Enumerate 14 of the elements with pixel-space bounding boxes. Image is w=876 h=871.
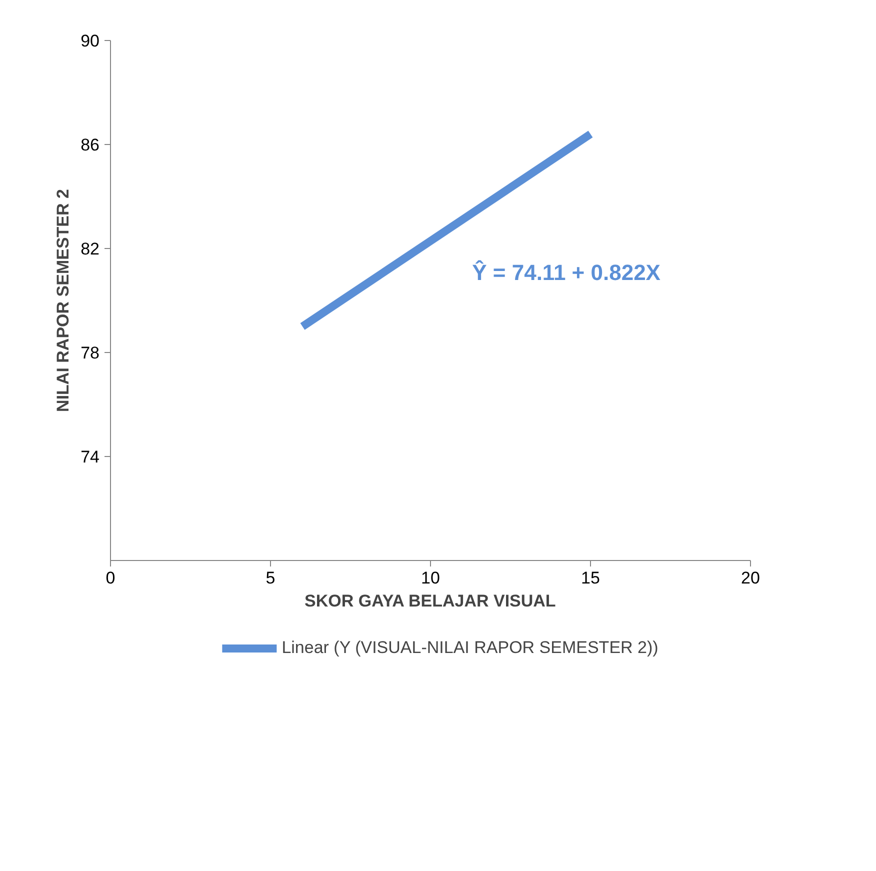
x-tick-label: 15 <box>581 568 600 588</box>
x-tick-label: 0 <box>106 568 116 588</box>
x-tick-label: 10 <box>421 568 440 588</box>
x-tick-label: 20 <box>741 568 760 588</box>
y-tick-label: 74 <box>80 448 100 466</box>
y-axis-title: NILAI RAPOR SEMESTER 2 <box>54 189 73 412</box>
x-tick-label: 5 <box>266 568 276 588</box>
y-tick-label: 90 <box>80 32 100 50</box>
y-tick-label: 78 <box>80 344 100 362</box>
x-axis-title: SKOR GAYA BELAJAR VISUAL <box>304 592 556 610</box>
annotation: Ŷ = 74.11 + 0.822X <box>472 260 661 285</box>
y-tick-label: 82 <box>80 240 100 258</box>
y-tick-label: 86 <box>80 136 100 154</box>
legend-label: Linear (Y (VISUAL-NILAI RAPOR SEMESTER 2)) <box>282 638 658 658</box>
